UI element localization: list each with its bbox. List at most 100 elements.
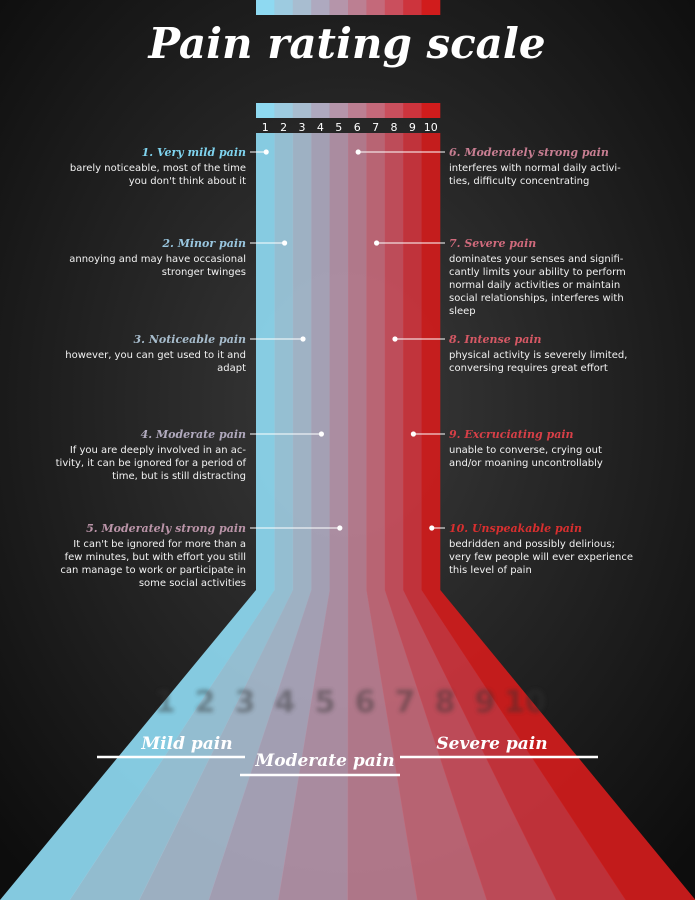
level-description: social relationships, interferes with bbox=[449, 293, 624, 304]
column bbox=[384, 133, 404, 590]
fan-stripe bbox=[403, 590, 626, 900]
column bbox=[421, 133, 441, 590]
header-strip bbox=[311, 103, 330, 118]
column bbox=[256, 133, 275, 590]
level-title: 10. Unspeakable pain bbox=[449, 522, 582, 535]
blurred-number: 3 bbox=[235, 685, 256, 720]
blurred-number: 10 bbox=[504, 685, 546, 720]
level-title: 6. Moderately strong pain bbox=[449, 146, 609, 159]
level-title: 8. Intense pain bbox=[449, 333, 542, 346]
level-title: 5. Moderately strong pain bbox=[86, 522, 246, 535]
column bbox=[403, 133, 422, 590]
header-strip bbox=[421, 103, 441, 118]
fan-stripe bbox=[366, 590, 487, 900]
level-title: 2. Minor pain bbox=[161, 237, 246, 250]
blurred-number: 5 bbox=[315, 685, 336, 720]
column bbox=[274, 133, 294, 590]
level-description: physical activity is severely limited, bbox=[449, 350, 627, 361]
leader-dot bbox=[355, 149, 361, 155]
zone-label: Severe pain bbox=[436, 734, 547, 754]
level-title: 7. Severe pain bbox=[449, 237, 536, 250]
header-strip bbox=[403, 103, 422, 118]
leader-dot bbox=[300, 336, 306, 342]
scale-number: 9 bbox=[409, 121, 416, 134]
level-title: 9. Excruciating pain bbox=[449, 428, 574, 441]
scale-number: 6 bbox=[354, 121, 361, 134]
level-description: this level of pain bbox=[449, 565, 532, 576]
level-description: normal daily activities or maintain bbox=[449, 280, 620, 291]
level-description: few minutes, but with effort you still bbox=[65, 552, 246, 563]
leader-dot bbox=[337, 525, 343, 531]
level-description: It can't be ignored for more than a bbox=[73, 539, 246, 550]
fan-stripe bbox=[421, 590, 695, 900]
top-strip bbox=[329, 0, 349, 15]
blurred-number: 7 bbox=[395, 685, 416, 720]
level-description: can manage to work or participate in bbox=[60, 565, 246, 576]
scale-number: 4 bbox=[317, 121, 324, 134]
blurred-number: 6 bbox=[355, 685, 376, 720]
blurred-number: 1 bbox=[155, 685, 176, 720]
leader-dot bbox=[392, 336, 398, 342]
level-description: you don't think about it bbox=[129, 176, 246, 187]
blurred-number: 8 bbox=[435, 685, 456, 720]
scale-number: 7 bbox=[372, 121, 379, 134]
title: Pain rating scale bbox=[147, 19, 545, 68]
level-description: dominates your senses and signifi- bbox=[449, 254, 624, 265]
level-description: time, but is still distracting bbox=[112, 471, 246, 482]
scale-number: 5 bbox=[335, 121, 342, 134]
top-strip bbox=[348, 0, 367, 15]
column bbox=[292, 133, 312, 590]
level-title: 3. Noticeable pain bbox=[134, 333, 246, 346]
top-strip bbox=[256, 0, 275, 15]
level-description: barely noticeable, most of the time bbox=[70, 163, 246, 174]
level-description: cantly limits your ability to perform bbox=[449, 267, 626, 278]
level-description: bedridden and possibly delirious; bbox=[449, 539, 615, 550]
top-strip bbox=[292, 0, 312, 15]
level-description: adapt bbox=[217, 363, 246, 374]
level-description: conversing requires great effort bbox=[449, 363, 608, 374]
column bbox=[348, 133, 367, 590]
level-title: 4. Moderate pain bbox=[141, 428, 246, 441]
top-strip bbox=[274, 0, 294, 15]
fan-stripe bbox=[347, 590, 418, 900]
zone-label: Moderate pain bbox=[254, 751, 394, 771]
header-strip bbox=[292, 103, 312, 118]
column bbox=[329, 133, 349, 590]
fan-stripe bbox=[384, 590, 557, 900]
level-title: 1. Very mild pain bbox=[142, 146, 246, 159]
level-description: and/or moaning uncontrollably bbox=[449, 458, 603, 469]
leader-dot bbox=[263, 149, 269, 155]
level-description: stronger twinges bbox=[162, 267, 246, 278]
level-description: tivity, it can be ignored for a period o… bbox=[56, 458, 247, 469]
level-description: interferes with normal daily activi- bbox=[449, 163, 621, 174]
level-description: unable to converse, crying out bbox=[449, 445, 602, 456]
fan-stripe bbox=[69, 590, 294, 900]
level-description: If you are deeply involved in an ac- bbox=[70, 445, 247, 456]
level-description: however, you can get used to it and bbox=[65, 350, 246, 361]
fan-stripe bbox=[139, 590, 312, 900]
zone-label: Mild pain bbox=[140, 734, 232, 754]
top-strip bbox=[311, 0, 330, 15]
scale-number: 2 bbox=[280, 121, 287, 134]
leader-dot bbox=[318, 431, 324, 437]
fan-stripe bbox=[0, 590, 275, 900]
header-strip bbox=[274, 103, 294, 118]
top-strip bbox=[403, 0, 422, 15]
level-description: some social activities bbox=[139, 578, 246, 589]
header-strip bbox=[384, 103, 404, 118]
scale-number: 3 bbox=[299, 121, 306, 134]
column bbox=[311, 133, 330, 590]
level-description: very few people will ever experience bbox=[449, 552, 633, 563]
blurred-number: 2 bbox=[195, 685, 216, 720]
scale-number: 1 bbox=[262, 121, 269, 134]
level-description: annoying and may have occasional bbox=[69, 254, 246, 265]
fan-stripe bbox=[278, 590, 349, 900]
blurred-number: 9 bbox=[475, 685, 496, 720]
leader-dot bbox=[429, 525, 435, 531]
header-strip bbox=[366, 103, 386, 118]
top-strip bbox=[366, 0, 386, 15]
level-description: sleep bbox=[449, 306, 476, 317]
top-strip bbox=[421, 0, 441, 15]
